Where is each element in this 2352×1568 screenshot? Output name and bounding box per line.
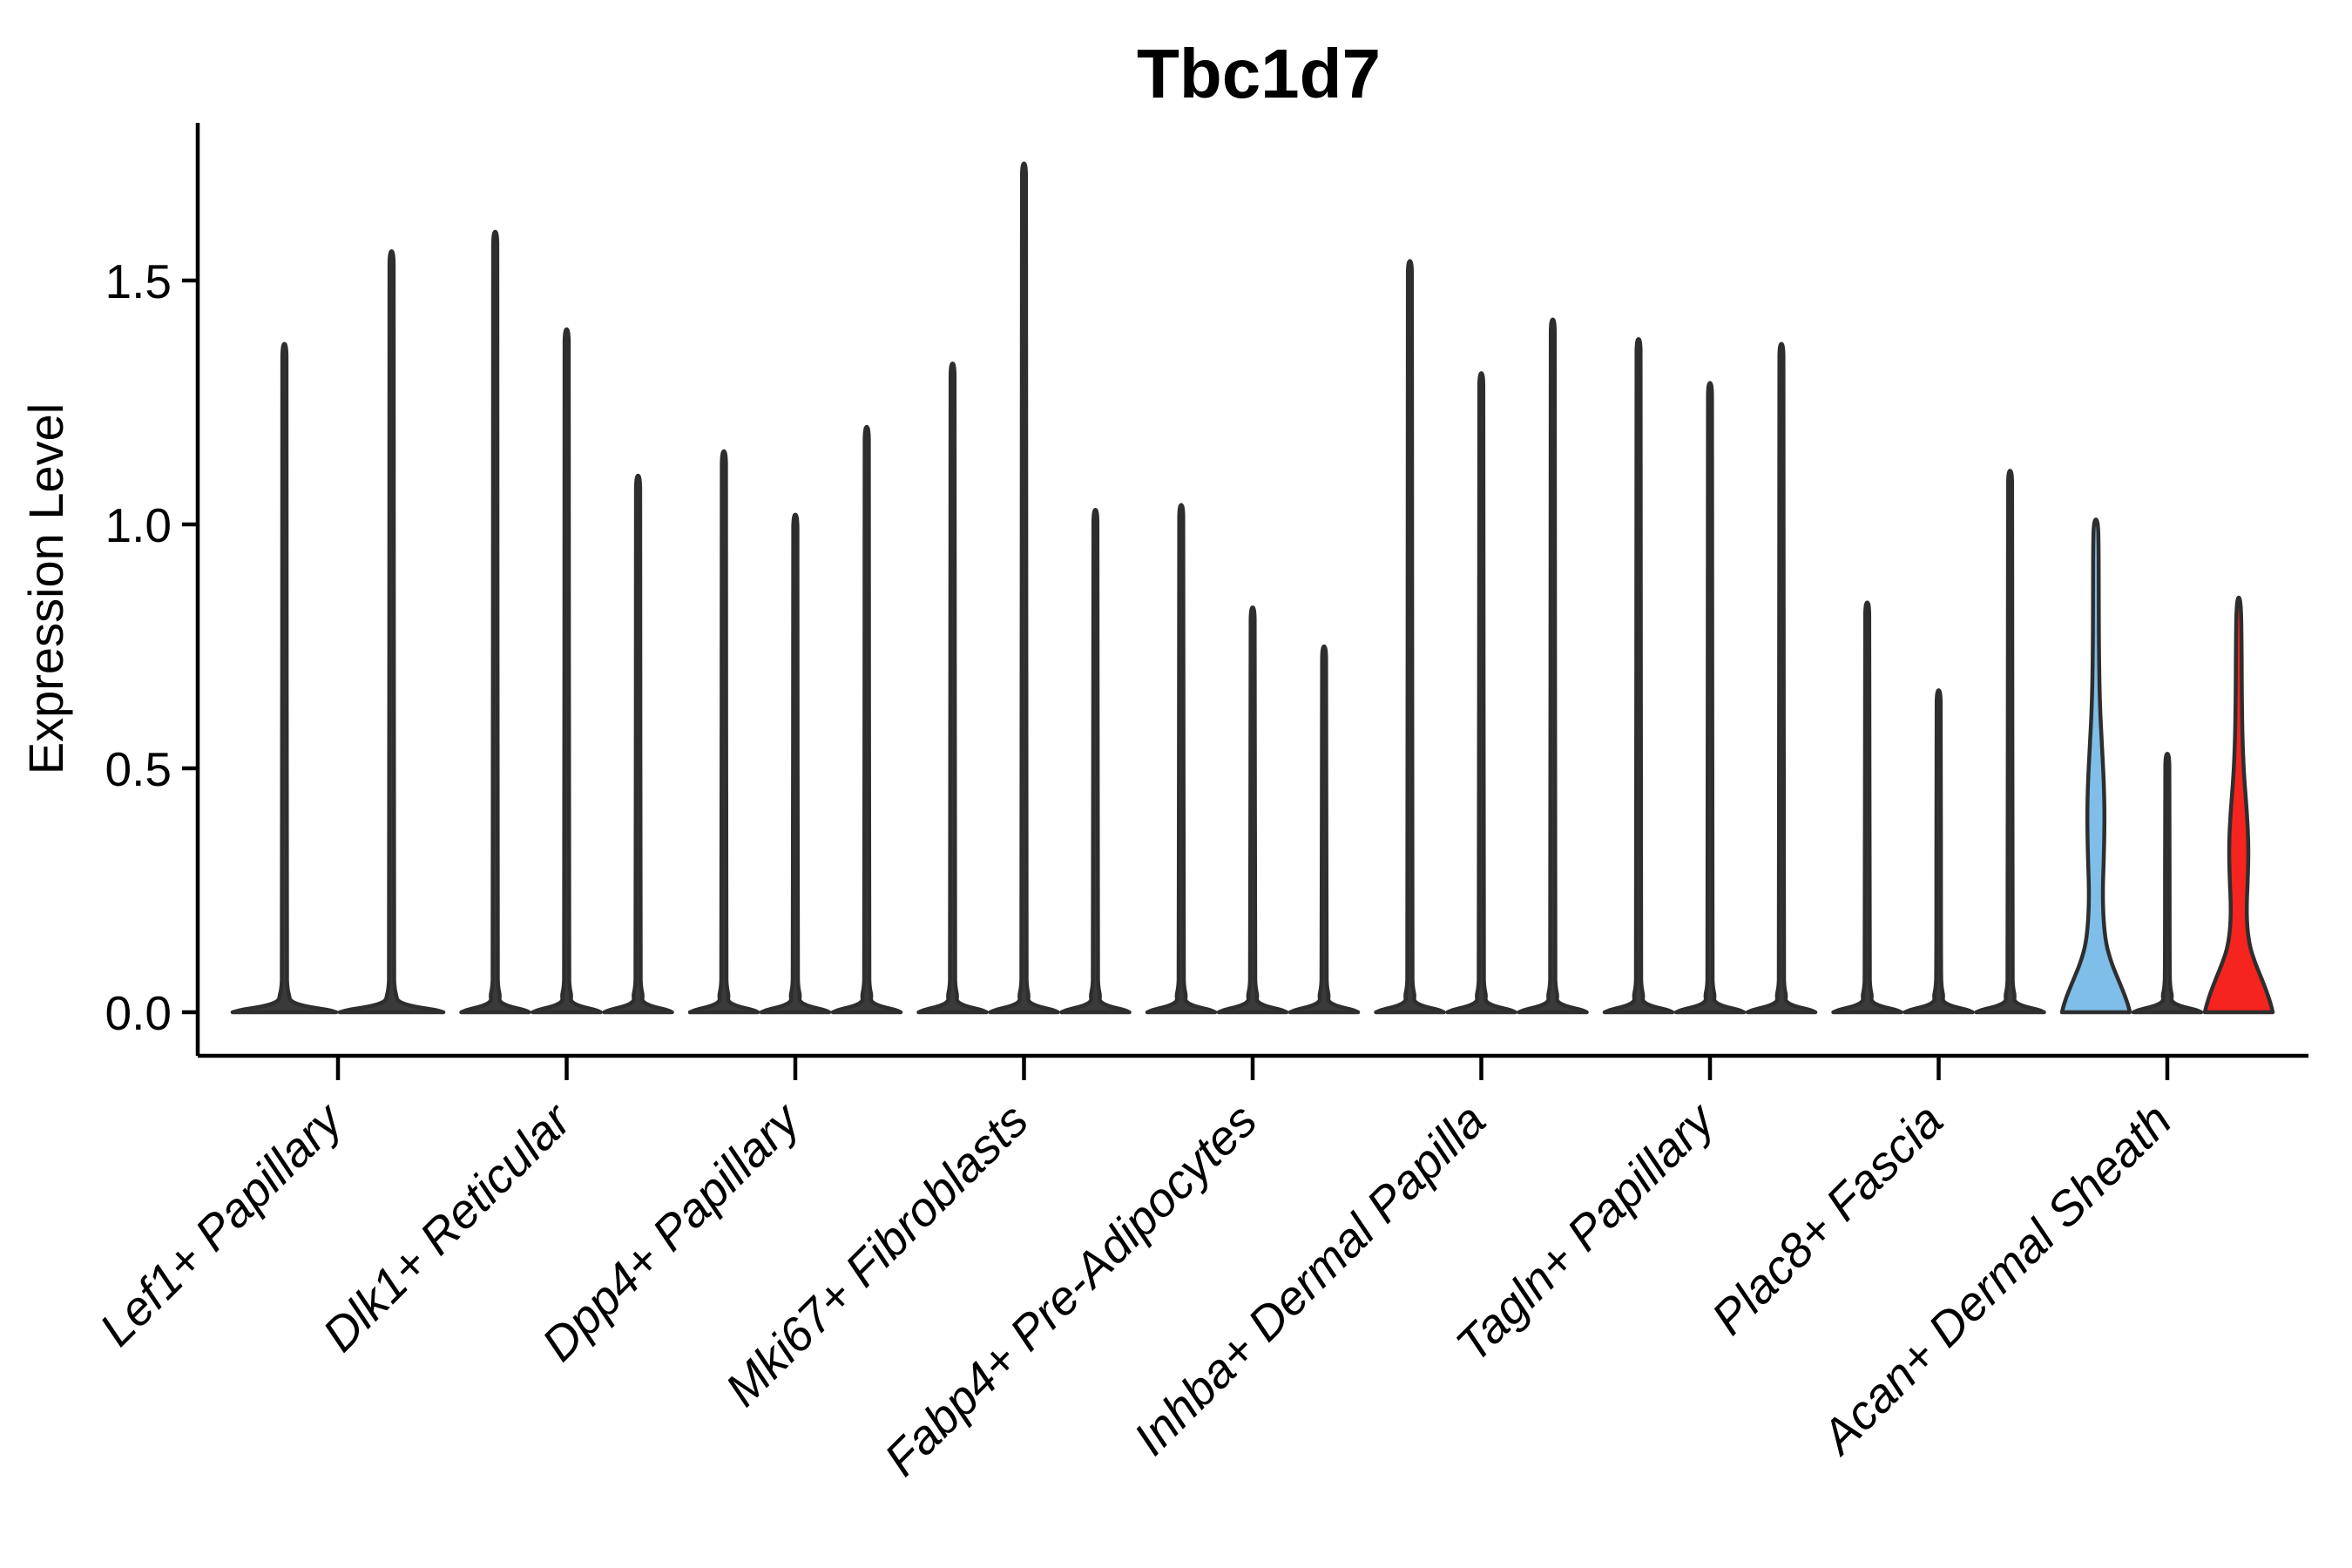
- violin: [1374, 259, 1446, 1015]
- y-tick-label: 1.5: [105, 254, 172, 308]
- violin: [1602, 336, 1675, 1015]
- violin: [2202, 595, 2275, 1015]
- violin: [459, 229, 531, 1015]
- y-axis-ticks: 0.0 0.5 1.0 1.5: [105, 254, 198, 1040]
- y-tick-label: 1.0: [105, 498, 172, 552]
- violin: [830, 424, 903, 1015]
- violin: [1745, 341, 1818, 1015]
- y-axis-label: Expression Level: [18, 403, 73, 774]
- violin: [230, 341, 339, 1015]
- violin: [1445, 371, 1517, 1015]
- violin: [687, 449, 760, 1015]
- violin: [1216, 605, 1289, 1015]
- violin: [1903, 688, 1975, 1015]
- y-tick-label: 0.5: [105, 742, 172, 796]
- violin: [1517, 317, 1589, 1015]
- violin: [988, 161, 1060, 1015]
- violin: [531, 327, 603, 1015]
- x-tick-label: Lef1+ Papillary: [89, 1091, 355, 1356]
- x-tick-label: Plac8+ Fascia: [1701, 1093, 1953, 1345]
- violin: [1145, 503, 1218, 1015]
- x-tick-label: Fabp4+ Pre-Adipocytes: [874, 1093, 1267, 1486]
- violin: [2131, 751, 2204, 1015]
- plot-title: Tbc1d7: [1137, 35, 1381, 112]
- violin: [916, 361, 989, 1015]
- violin: [602, 473, 674, 1015]
- y-tick-label: 0.0: [105, 986, 172, 1040]
- violin: [1288, 644, 1361, 1015]
- violin: [759, 512, 832, 1015]
- violin: [1673, 381, 1747, 1015]
- violin: [1831, 600, 1903, 1015]
- violin: [2059, 517, 2132, 1015]
- violin: [1059, 507, 1132, 1015]
- violin: [337, 249, 446, 1015]
- violin: [1974, 469, 2046, 1015]
- violins-layer: [230, 161, 2275, 1015]
